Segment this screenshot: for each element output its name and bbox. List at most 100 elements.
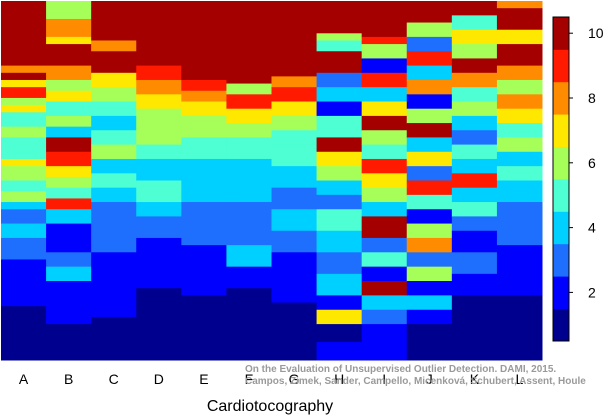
heatmap-cell-K-8	[451, 115, 498, 131]
x-tick-label-A: A	[19, 371, 29, 387]
heatmap-cell-B-20	[46, 281, 92, 307]
colorbar-swatch-10	[553, 17, 569, 50]
heatmap-cell-L-12	[496, 180, 543, 203]
heatmap-cell-B-9	[46, 126, 92, 138]
colorbar-swatch-4	[553, 211, 569, 245]
heatmap-cell-A-12	[1, 180, 47, 192]
heatmap-cell-J-6	[406, 94, 453, 110]
heatmap-cell-A-10	[1, 158, 47, 167]
colorbar-border	[552, 16, 570, 342]
heatmap-cell-L-9	[496, 137, 543, 153]
watermark-line-1: On the Evaluation of Unsupervised Outlie…	[245, 364, 556, 375]
heatmap-cell-A-5	[1, 97, 47, 106]
heatmap-cell-E-7	[181, 180, 227, 203]
heatmap-cell-G-8	[271, 187, 318, 210]
heatmap-cell-K-2	[451, 29, 498, 45]
heatmap-cell-J-2	[406, 36, 453, 52]
x-tick-label-K: K	[470, 371, 480, 387]
plot-area	[1, 1, 543, 361]
heatmap-cell-F-2	[226, 94, 272, 110]
heatmap-cell-L-18	[496, 324, 543, 361]
heatmap-cell-A-18	[1, 259, 47, 282]
heatmap-cell-F-10	[226, 245, 272, 268]
heatmap-cell-I-13	[361, 202, 408, 217]
heatmap-cell-L-15	[496, 245, 543, 268]
heatmap-cell-J-22	[406, 324, 453, 361]
heatmap-cell-C-2	[91, 40, 137, 52]
heatmap-cell-K-5	[451, 72, 498, 88]
heatmap-cell-C-12	[91, 187, 137, 203]
heatmap-cell-B-0	[46, 1, 92, 20]
heatmap-cell-F-12	[226, 288, 272, 318]
heatmap-cell-L-14	[496, 223, 543, 246]
heatmap-cell-L-3	[496, 44, 543, 67]
heatmap-cell-A-8	[1, 126, 47, 138]
heatmap-cell-L-13	[496, 202, 543, 225]
heatmap-cell-G-1	[271, 76, 318, 88]
heatmap-cell-F-13	[226, 316, 272, 361]
heatmap-cell-J-10	[406, 151, 453, 167]
colorbar-swatch-1	[553, 308, 569, 342]
watermark-line-2: Campos, Zimek, Sander, Campello, Micenko…	[245, 376, 586, 387]
heatmap-cell-I-0	[361, 1, 408, 38]
heatmap-cell-B-21	[46, 306, 92, 325]
heatmap-cell-E-8	[181, 202, 227, 225]
heatmap-cell-G-5	[271, 130, 318, 146]
heatmap-cell-C-16	[91, 266, 137, 289]
x-tick-label-C: C	[109, 371, 119, 387]
heatmap-cell-E-4	[181, 115, 227, 138]
heatmap-cell-J-3	[406, 51, 453, 67]
heatmap-cell-L-5	[496, 79, 543, 95]
heatmap-cell-G-11	[271, 252, 318, 275]
heatmap-cell-H-0	[316, 1, 363, 34]
heatmap-cell-K-1	[451, 15, 498, 31]
heatmap-cell-D-3	[136, 94, 182, 110]
heatmap-cell-L-16	[496, 266, 543, 296]
heatmap-cell-H-15	[316, 252, 363, 275]
heatmap-cell-A-2	[1, 72, 47, 81]
heatmap-cell-D-12	[136, 259, 182, 289]
heatmap-cell-D-13	[136, 288, 182, 318]
heatmap-cell-E-3	[181, 101, 227, 117]
heatmap-cell-H-1	[316, 33, 363, 41]
heatmap-cell-E-0	[181, 1, 227, 81]
heatmap-cell-K-20	[451, 324, 498, 361]
heatmap-cell-C-14	[91, 234, 137, 253]
colorbar-tick-label-2: 2	[588, 284, 596, 300]
heatmap-cell-I-15	[361, 237, 408, 253]
heatmap-cell-E-2	[181, 90, 227, 103]
heatmap-cell-J-14	[406, 209, 453, 225]
colorbar-swatch-2	[553, 276, 569, 309]
heatmap-cell-F-5	[226, 137, 272, 160]
x-tick-label-B: B	[64, 371, 73, 387]
heatmap-cell-G-13	[271, 302, 318, 332]
heatmap-cell-K-4	[451, 58, 498, 74]
heatmap-cell-C-0	[91, 1, 137, 9]
heatmap-cell-F-6	[226, 158, 272, 181]
heatmap-cell-B-15	[46, 198, 92, 210]
heatmap-cell-A-6	[1, 105, 47, 113]
heatmap-cell-I-7	[361, 115, 408, 131]
heatmap-cell-K-3	[451, 44, 498, 59]
heatmap-cell-K-15	[451, 216, 498, 232]
colorbar-tick-label-10: 10	[588, 25, 604, 41]
heatmap-cell-L-4	[496, 65, 543, 81]
heatmap-cell-L-11	[496, 166, 543, 181]
colorbar-tick-label-8: 8	[588, 90, 596, 106]
colorbar-tick-label-4: 4	[588, 220, 596, 236]
heatmap-cell-K-18	[451, 273, 498, 296]
heatmap-cell-B-16	[46, 209, 92, 225]
heatmap-cell-K-14	[451, 202, 498, 217]
heatmap-cell-G-12	[271, 273, 318, 304]
heatmap-cell-J-13	[406, 194, 453, 210]
heatmap-cell-I-8	[361, 130, 408, 146]
heatmap-cell-E-9	[181, 223, 227, 246]
heatmap-cell-B-22	[46, 324, 92, 361]
heatmap-cell-J-21	[406, 309, 453, 325]
heatmap-cell-C-3	[91, 51, 137, 74]
heatmap-cell-K-0	[451, 1, 498, 16]
heatmap-cell-J-12	[406, 180, 453, 196]
heatmap-cell-B-2	[46, 36, 92, 45]
heatmap-cell-H-2	[316, 40, 363, 52]
heatmap-cell-H-5	[316, 87, 363, 103]
